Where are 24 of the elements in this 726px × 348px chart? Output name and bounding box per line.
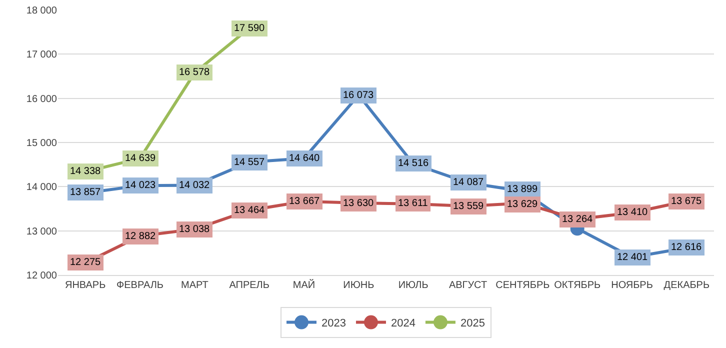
x-tick-label: АВГУСТ [448, 280, 488, 291]
x-tick-label: СЕНТЯБРЬ [496, 280, 550, 291]
y-tick-label: 15 000 [26, 138, 58, 149]
x-tick-label: ИЮЛЬ [398, 280, 429, 291]
y-tick-label: 16 000 [26, 94, 58, 105]
x-tick-label: ИЮНЬ [343, 280, 375, 291]
legend-label: 2025 [460, 318, 485, 330]
x-tick-label: ОКТЯБРЬ [554, 280, 602, 291]
x-tick-label: МАЙ [292, 278, 316, 291]
x-tick-label: МАРТ [181, 280, 208, 291]
x-tick-label: ЯНВАРЬ [64, 280, 106, 291]
x-tick-label: АПРЕЛЬ [229, 280, 270, 291]
y-tick-label: 14 000 [26, 182, 58, 194]
x-tick-label: ДЕКАБРЬ [664, 280, 710, 291]
legend-label: 2024 [390, 318, 416, 330]
legend-label: 2023 [322, 318, 346, 330]
x-tick-label: ФЕВРАЛЬ [116, 280, 164, 291]
x-tick-label: НОЯБРЬ [611, 280, 654, 291]
y-tick-label: 13 000 [26, 226, 58, 238]
data-label: 13 629 [507, 199, 538, 210]
data-label: 13 899 [507, 184, 538, 195]
y-tick-label: 12 000 [26, 270, 58, 282]
y-tick-label: 17 000 [26, 50, 58, 61]
y-tick-label: 18 000 [26, 6, 58, 16]
